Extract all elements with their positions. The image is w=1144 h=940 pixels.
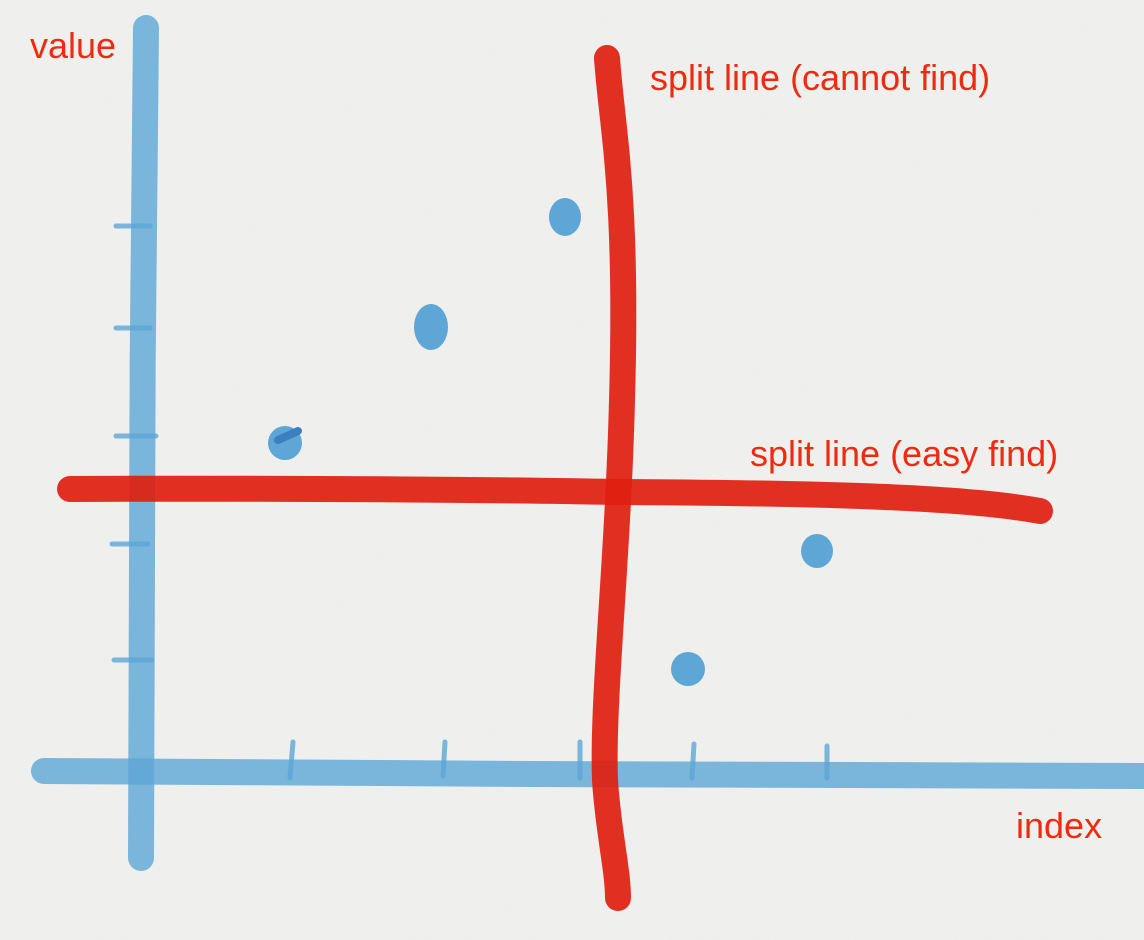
data-point (414, 304, 448, 350)
data-point (801, 534, 833, 568)
data-point (671, 652, 705, 686)
x-axis-label: index (1016, 805, 1103, 846)
y-axis-line (127, 15, 159, 871)
horizontal-split-label: split line (easy find) (750, 433, 1059, 474)
horizontal-split-line (57, 475, 1053, 524)
data-point (549, 198, 581, 236)
vertical-split-label: split line (cannot find) (650, 57, 991, 98)
y-axis (109, 15, 159, 871)
x-tick (440, 739, 448, 779)
x-tick (287, 739, 296, 781)
vertical-split-line (591, 45, 637, 911)
x-tick (689, 741, 697, 781)
data-point-stroke (274, 427, 302, 444)
scatter-points (268, 198, 833, 686)
y-axis-label: value (30, 25, 117, 66)
split-lines (57, 45, 1053, 911)
